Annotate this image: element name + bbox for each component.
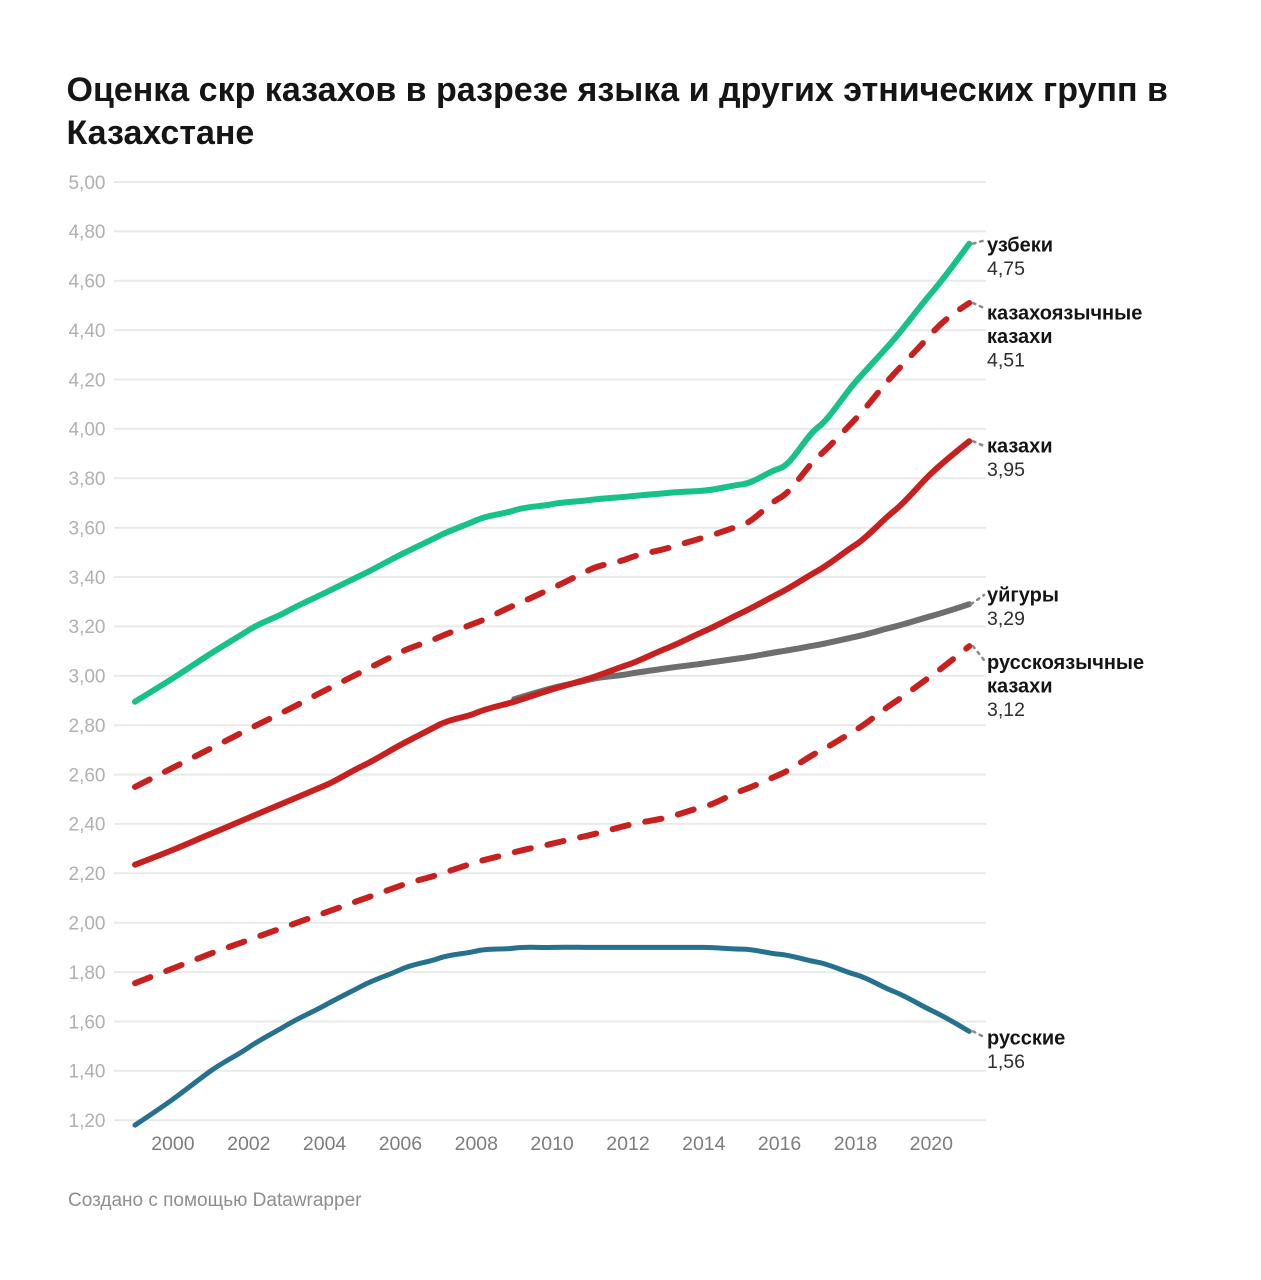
svg-text:2,00: 2,00 [69,914,106,935]
svg-text:2020: 2020 [910,1133,954,1155]
svg-text:3,29: 3,29 [987,608,1025,630]
svg-text:3,00: 3,00 [69,667,106,688]
svg-text:3,40: 3,40 [69,568,106,589]
svg-text:4,80: 4,80 [69,222,106,243]
svg-text:4,60: 4,60 [69,272,106,293]
svg-text:2004: 2004 [303,1133,347,1155]
svg-text:казахоязычные: казахоязычные [987,302,1142,324]
svg-text:3,80: 3,80 [69,469,106,490]
svg-text:4,00: 4,00 [69,420,106,441]
svg-text:2,40: 2,40 [69,815,106,836]
svg-text:2014: 2014 [682,1133,726,1155]
svg-text:4,40: 4,40 [69,321,106,342]
svg-text:1,60: 1,60 [69,1012,106,1033]
svg-text:2008: 2008 [455,1133,498,1155]
svg-text:2018: 2018 [834,1133,877,1155]
svg-text:3,95: 3,95 [987,459,1025,481]
svg-text:2012: 2012 [606,1133,649,1155]
svg-text:2016: 2016 [758,1133,801,1155]
svg-text:1,80: 1,80 [69,963,106,984]
svg-text:1,56: 1,56 [987,1051,1025,1073]
svg-text:узбеки: узбеки [987,235,1053,257]
svg-text:2000: 2000 [151,1133,195,1155]
svg-text:3,12: 3,12 [987,699,1025,721]
svg-text:1,40: 1,40 [69,1062,106,1083]
svg-text:3,20: 3,20 [69,617,106,638]
svg-text:2006: 2006 [379,1133,422,1155]
svg-text:1,20: 1,20 [69,1111,106,1132]
svg-text:русские: русские [987,1028,1065,1050]
svg-text:уйгуры: уйгуры [987,585,1059,607]
svg-text:2,60: 2,60 [69,765,106,786]
svg-text:4,20: 4,20 [69,370,106,391]
svg-text:4,75: 4,75 [987,258,1025,280]
svg-text:русскоязычные: русскоязычные [987,652,1144,674]
svg-text:3,60: 3,60 [69,519,106,540]
svg-text:2,20: 2,20 [69,864,106,885]
svg-text:2002: 2002 [227,1133,270,1155]
svg-text:4,51: 4,51 [987,349,1025,371]
svg-text:2010: 2010 [530,1133,574,1155]
svg-text:казахи: казахи [987,676,1053,698]
svg-text:казахи: казахи [987,436,1053,458]
svg-text:5,00: 5,00 [69,173,106,194]
svg-text:казахи: казахи [987,326,1053,348]
svg-text:2,80: 2,80 [69,716,106,737]
